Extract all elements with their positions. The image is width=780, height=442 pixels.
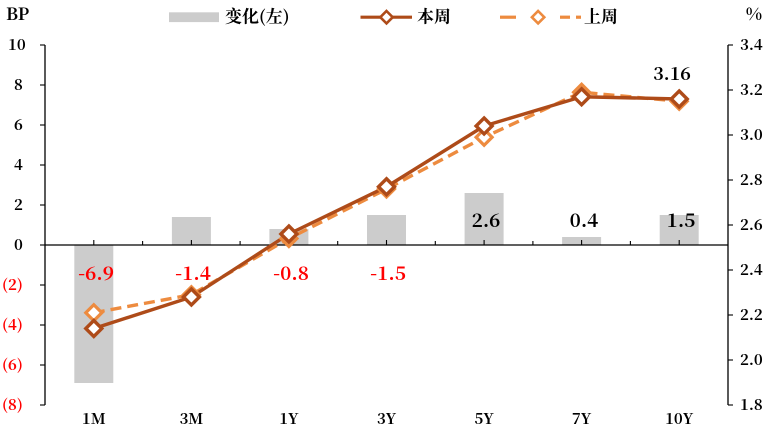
svg-text:-0.8: -0.8 <box>273 259 309 286</box>
svg-text:4: 4 <box>14 154 23 175</box>
svg-text:2: 2 <box>14 194 23 215</box>
svg-text:3.0: 3.0 <box>740 124 763 145</box>
svg-text:3.4: 3.4 <box>740 34 763 55</box>
svg-text:3.16: 3.16 <box>653 60 691 86</box>
svg-text:2.8: 2.8 <box>740 169 763 190</box>
svg-text:1.8: 1.8 <box>740 394 763 415</box>
svg-text:3.2: 3.2 <box>740 79 763 100</box>
svg-text:0: 0 <box>14 234 23 255</box>
svg-text:-6.9: -6.9 <box>78 259 114 286</box>
svg-text:2.4: 2.4 <box>740 259 763 280</box>
svg-text:3M: 3M <box>179 408 203 429</box>
svg-text:1Y: 1Y <box>279 408 299 429</box>
svg-text:1.5: 1.5 <box>667 206 696 233</box>
svg-text:8: 8 <box>14 74 23 95</box>
svg-text:(6): (6) <box>2 354 23 375</box>
svg-text:本周: 本周 <box>417 3 451 28</box>
svg-text:3Y: 3Y <box>377 408 397 429</box>
svg-text:0.4: 0.4 <box>570 206 599 233</box>
svg-text:-1.5: -1.5 <box>370 259 406 286</box>
svg-text:-1.4: -1.4 <box>175 259 211 286</box>
svg-text:1M: 1M <box>82 408 106 429</box>
svg-text:(4): (4) <box>2 314 23 335</box>
svg-text:(2): (2) <box>2 274 23 295</box>
svg-text:10: 10 <box>8 34 26 55</box>
svg-text:变化(左): 变化(左) <box>225 3 290 28</box>
svg-text:2.0: 2.0 <box>740 349 763 370</box>
svg-text:2.2: 2.2 <box>740 304 763 325</box>
svg-text:上周: 上周 <box>584 3 618 28</box>
svg-text:BP: BP <box>6 0 29 25</box>
svg-text:(8): (8) <box>2 394 23 415</box>
svg-text:2.6: 2.6 <box>740 214 763 235</box>
svg-text:10Y: 10Y <box>665 408 694 429</box>
svg-text:2.6: 2.6 <box>472 206 501 233</box>
svg-text:5Y: 5Y <box>474 408 494 429</box>
svg-text:7Y: 7Y <box>572 408 592 429</box>
svg-text:%: % <box>746 0 762 25</box>
svg-text:6: 6 <box>14 114 23 135</box>
